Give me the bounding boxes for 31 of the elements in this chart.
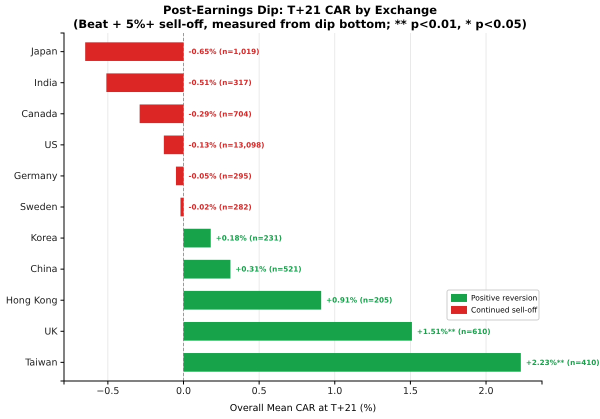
- chart-subtitle: (Beat + 5%+ sell-off, measured from dip bottom; ** p<0.01, * p<0.05): [73, 17, 527, 31]
- y-tick-label: Hong Kong: [6, 295, 58, 306]
- x-tick-label: 0.5: [252, 386, 267, 398]
- y-tick-label: China: [30, 264, 58, 276]
- bar: [184, 322, 412, 341]
- y-tick-label: India: [34, 78, 58, 89]
- bar: [85, 42, 184, 61]
- x-tick-label: 1.5: [402, 386, 418, 398]
- y-tick-label: Japan: [30, 46, 58, 58]
- chart-title: Post-Earnings Dip: T+21 CAR by Exchange: [162, 3, 438, 17]
- y-tick-label: Sweden: [20, 202, 58, 214]
- bar: [184, 260, 230, 278]
- y-tick-label: Korea: [30, 233, 58, 244]
- bar: [140, 104, 184, 124]
- y-tick-label: US: [44, 140, 58, 151]
- x-tick-label: 1.0: [327, 386, 342, 398]
- x-tick-label: −0.5: [96, 386, 120, 398]
- bar: [180, 198, 184, 216]
- bar: [184, 353, 521, 372]
- y-tick-label: Germany: [14, 170, 58, 182]
- bar: [106, 73, 184, 92]
- bar: [164, 136, 184, 154]
- bar: [176, 166, 184, 186]
- y-tick-label: Canada: [21, 108, 58, 120]
- x-tick-label: 0.0: [176, 386, 192, 398]
- bar: [184, 290, 322, 310]
- bar: [184, 228, 211, 248]
- x-axis-title: Overall Mean CAR at T+21 (%): [230, 403, 376, 414]
- y-tick-label: Taiwan: [24, 357, 58, 368]
- x-tick-label: 2.0: [478, 386, 494, 398]
- y-tick-label: UK: [44, 326, 58, 338]
